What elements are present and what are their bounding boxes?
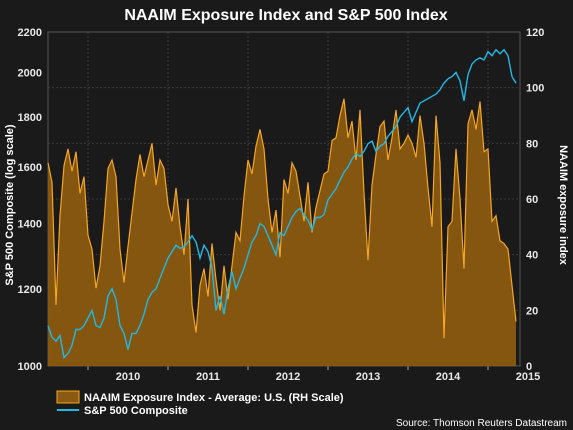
left-tick-label: 1000 [18, 361, 42, 373]
legend-swatch-naaim [56, 390, 80, 404]
naaim-line [47, 98, 517, 339]
x-tick-label: 2011 [196, 371, 220, 383]
naaim-area-fill [48, 98, 516, 367]
right-tick-label: 60 [526, 194, 538, 206]
legend-label-sp500: S&P 500 Composite [84, 405, 188, 417]
right-tick-label: 120 [526, 27, 544, 39]
sp500-line [47, 48, 517, 360]
left-tick-label: 2000 [18, 67, 42, 79]
right-axis-label: NAAIM exposure index [557, 145, 569, 266]
naaim-series [47, 98, 517, 367]
right-axis-ticks: 0 20 40 60 80 100 120 [526, 27, 544, 373]
left-tick-label: 2200 [18, 27, 42, 39]
legend: NAAIM Exposure Index - Average: U.S. (RH… [56, 390, 344, 417]
x-tick-label: 2015 [516, 371, 540, 383]
x-tick-label: 2012 [276, 371, 300, 383]
right-tick-label: 100 [526, 83, 544, 95]
right-tick-label: 40 [526, 250, 538, 262]
left-axis-ticks: 1000 1200 1400 1600 1800 2000 2200 [18, 27, 42, 373]
chart-title: NAAIM Exposure Index and S&P 500 Index [124, 7, 447, 24]
left-axis-label: S&P 500 Composite (log scale) [4, 124, 16, 286]
left-tick-label: 1600 [18, 162, 42, 174]
x-axis-ticks: 2010 2011 2012 2013 2014 2015 [116, 371, 540, 383]
source-note: Source: Thomson Reuters Datastream [396, 418, 567, 429]
right-tick-label: 80 [526, 138, 538, 150]
left-tick-label: 1400 [18, 218, 42, 230]
x-tick-label: 2010 [116, 371, 140, 383]
right-tick-label: 0 [526, 361, 532, 373]
x-tick-label: 2014 [436, 371, 461, 383]
legend-label-naaim: NAAIM Exposure Index - Average: U.S. (RH… [84, 392, 344, 404]
left-tick-label: 1200 [18, 284, 42, 296]
left-tick-label: 1800 [18, 112, 42, 124]
sp500-series [47, 48, 517, 360]
x-tick-label: 2013 [356, 371, 380, 383]
right-tick-label: 20 [526, 305, 538, 317]
